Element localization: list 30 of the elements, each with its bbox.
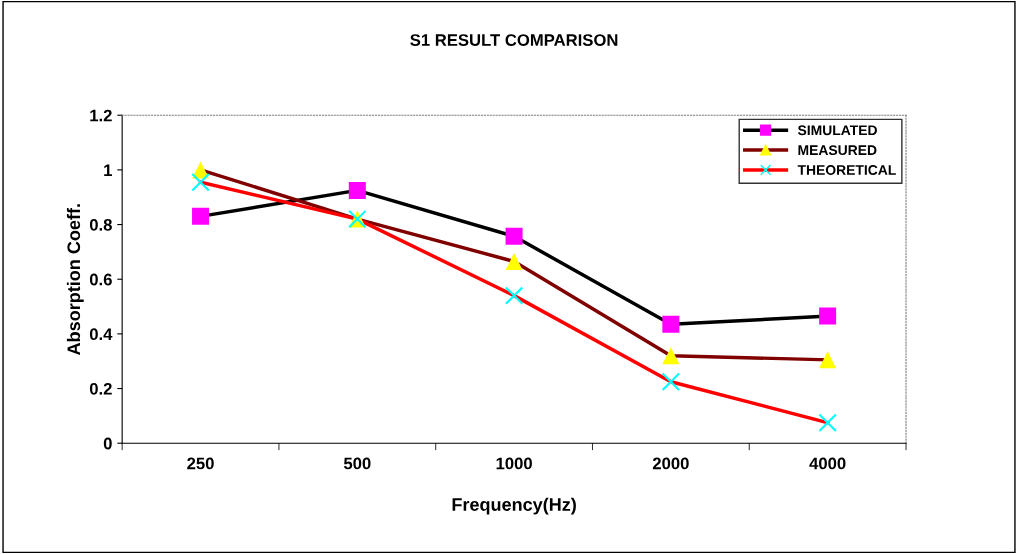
x-tick-label: 2000	[652, 457, 689, 470]
y-tick-label: 0	[103, 437, 112, 450]
y-tick-label: 1	[104, 164, 112, 176]
legend-label: MEASURED	[798, 145, 877, 156]
y-tick-label: 0.6	[89, 273, 112, 286]
point	[505, 227, 523, 245]
legend-label: THEORETICAL	[797, 165, 896, 175]
x-tick-label: 1000	[496, 457, 532, 470]
point	[819, 351, 837, 369]
y-tick-label: 1.2	[90, 109, 112, 122]
y-tick-label: 0.8	[89, 218, 112, 231]
x-axis-title: Frequency(Hz)	[452, 497, 576, 515]
point	[819, 307, 837, 325]
y-tick-label: 0.4	[89, 328, 113, 341]
x-tick-label: 500	[343, 457, 371, 470]
point	[348, 181, 366, 199]
point	[192, 207, 210, 225]
legend-label: SIMULATED	[797, 125, 877, 136]
point	[818, 413, 837, 432]
chart-title: S1 RESULT COMPARISON	[410, 34, 618, 46]
point	[505, 252, 523, 270]
point	[662, 315, 680, 333]
y-tick-label: 0.2	[89, 382, 112, 395]
point	[662, 347, 680, 365]
x-tick-label: 4000	[809, 457, 846, 470]
y-axis-title: Absorption Coeff.	[66, 204, 84, 355]
point	[504, 286, 524, 305]
x-tick-label: 250	[187, 457, 214, 470]
point	[191, 172, 210, 192]
point	[661, 372, 681, 391]
